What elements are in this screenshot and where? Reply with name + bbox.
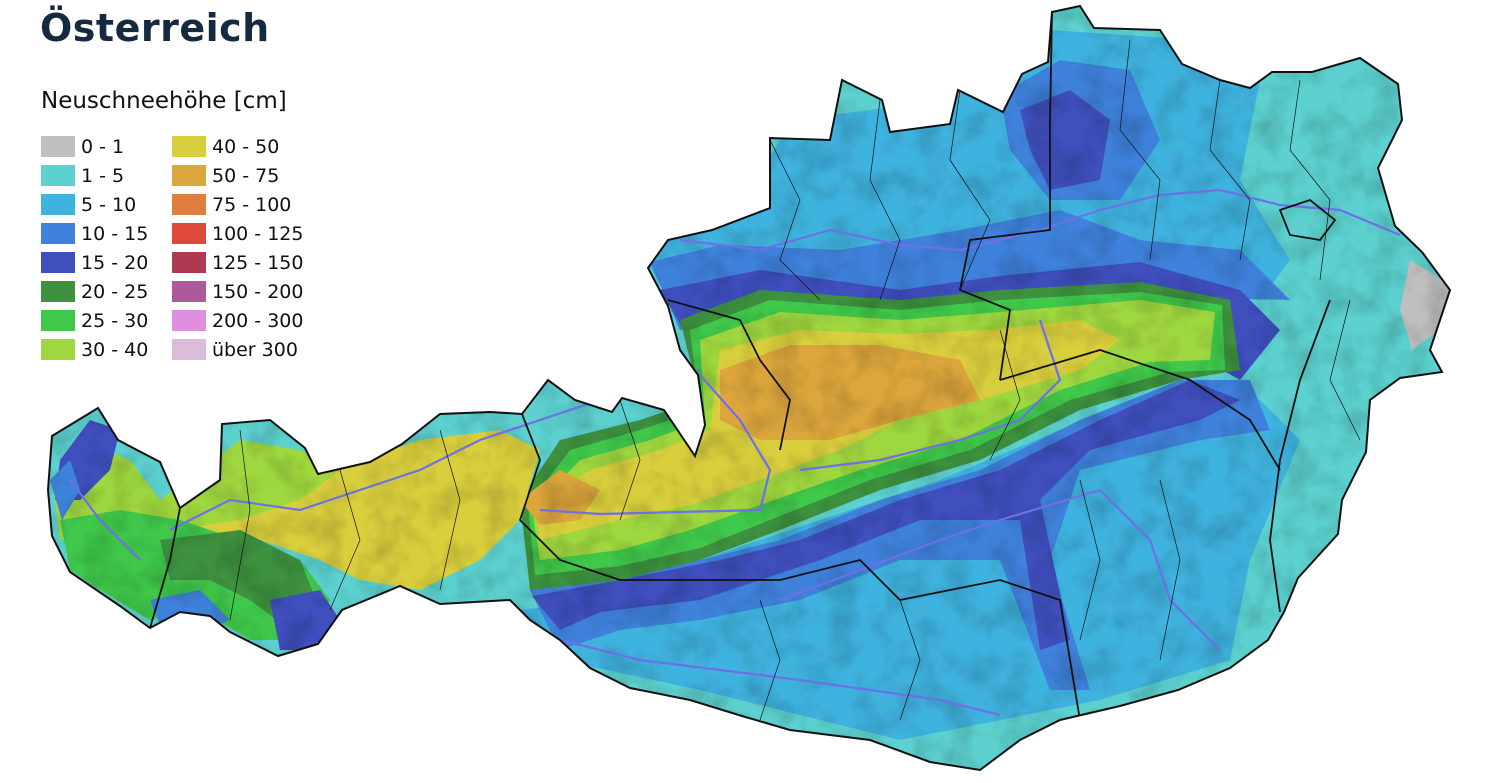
legend-label: 1 - 5 [81, 164, 125, 187]
legend-item: 30 - 40 [41, 335, 172, 364]
district-line [989, 329, 1021, 461]
district-line [1079, 479, 1101, 641]
legend-label: 100 - 125 [212, 222, 304, 245]
legend-item: 0 - 1 [41, 132, 172, 161]
legend-label: 15 - 20 [81, 251, 149, 274]
district-line [329, 469, 361, 611]
legend-title: Neuschneehöhe [cm] [41, 88, 287, 114]
district-line [769, 139, 821, 301]
legend-swatch [172, 252, 206, 273]
legend-label: 50 - 75 [212, 164, 280, 187]
state-border-vorarlberg-tirol [149, 507, 181, 629]
legend-swatch [41, 310, 75, 331]
river-salzach [539, 374, 772, 516]
state-border-stmk-kaernten [700, 559, 1081, 721]
legend-item: 75 - 100 [172, 190, 303, 219]
district-line [1289, 79, 1331, 281]
legend-swatch [172, 281, 206, 302]
legend-item: 125 - 150 [172, 248, 303, 277]
legend-item: 150 - 200 [172, 277, 303, 306]
legend-swatch [172, 339, 206, 360]
state-border-salzburg-ooe [667, 299, 791, 451]
district-line [229, 429, 251, 621]
legend-swatch [172, 165, 206, 186]
legend-swatch [172, 223, 206, 244]
legend-label: 125 - 150 [212, 251, 304, 274]
district-line [1209, 79, 1251, 261]
district-line [439, 429, 461, 591]
legend-column-left: 0 - 1 1 - 5 5 - 10 10 - 15 15 - 20 20 - 25 25 … [41, 132, 172, 364]
state-borders [149, 11, 1337, 721]
district-line [1159, 479, 1181, 661]
legend-item: 10 - 15 [41, 219, 172, 248]
legend-swatch [172, 136, 206, 157]
district-line [899, 599, 921, 721]
legend-label: 30 - 40 [81, 338, 149, 361]
country-border-austria [46, 4, 1452, 772]
district-line [869, 99, 901, 301]
legend-label: 10 - 15 [81, 222, 149, 245]
state-border-tirol-salzburg [518, 413, 621, 581]
legend-label: 40 - 50 [212, 135, 280, 158]
legend-swatch [172, 310, 206, 331]
legend-swatch [41, 281, 75, 302]
state-border-wien [1278, 198, 1337, 241]
river-drau [559, 638, 1001, 717]
legend-item: 15 - 20 [41, 248, 172, 277]
district-line [619, 399, 641, 521]
legend: Neuschneehöhe [cm] 0 - 1 1 - 5 5 - 10 10 - … [41, 88, 371, 364]
district-borders [229, 39, 1361, 721]
legend-swatch [41, 252, 75, 273]
district-line [1329, 299, 1361, 441]
legend-item: 1 - 5 [41, 161, 172, 190]
legend-label: 20 - 25 [81, 280, 149, 303]
legend-label: über 300 [212, 338, 298, 361]
state-border-noe-stmk [999, 349, 1281, 471]
legend-swatch [41, 165, 75, 186]
legend-label: 0 - 1 [81, 135, 125, 158]
legend-item: 50 - 75 [172, 161, 303, 190]
legend-column-right: 40 - 50 50 - 75 75 - 100 100 - 125 125 - 150… [172, 132, 303, 364]
state-border-ooe-noe [958, 11, 1053, 381]
legend-label: 150 - 200 [212, 280, 304, 303]
legend-swatch [41, 136, 75, 157]
legend-item: über 300 [172, 335, 303, 364]
legend-item: 25 - 30 [41, 306, 172, 335]
district-line [1119, 39, 1161, 261]
district-line [949, 89, 991, 291]
legend-label: 5 - 10 [81, 193, 137, 216]
river-enns [799, 319, 1062, 472]
legend-swatch [41, 194, 75, 215]
legend-item: 40 - 50 [172, 132, 303, 161]
legend-label: 25 - 30 [81, 309, 149, 332]
legend-label: 75 - 100 [212, 193, 292, 216]
legend-item: 200 - 300 [172, 306, 303, 335]
legend-swatch [41, 223, 75, 244]
legend-swatch [172, 194, 206, 215]
legend-columns: 0 - 1 1 - 5 5 - 10 10 - 15 15 - 20 20 - 25 25 … [41, 132, 371, 364]
legend-label: 200 - 300 [212, 309, 304, 332]
river-ill [69, 479, 141, 561]
state-border-burgenland [1269, 299, 1331, 613]
legend-item: 5 - 10 [41, 190, 172, 219]
legend-item: 100 - 125 [172, 219, 303, 248]
page-title: Österreich [40, 6, 270, 50]
legend-item: 20 - 25 [41, 277, 172, 306]
legend-swatch [41, 339, 75, 360]
district-line [759, 599, 781, 721]
river-mur [779, 488, 1221, 651]
